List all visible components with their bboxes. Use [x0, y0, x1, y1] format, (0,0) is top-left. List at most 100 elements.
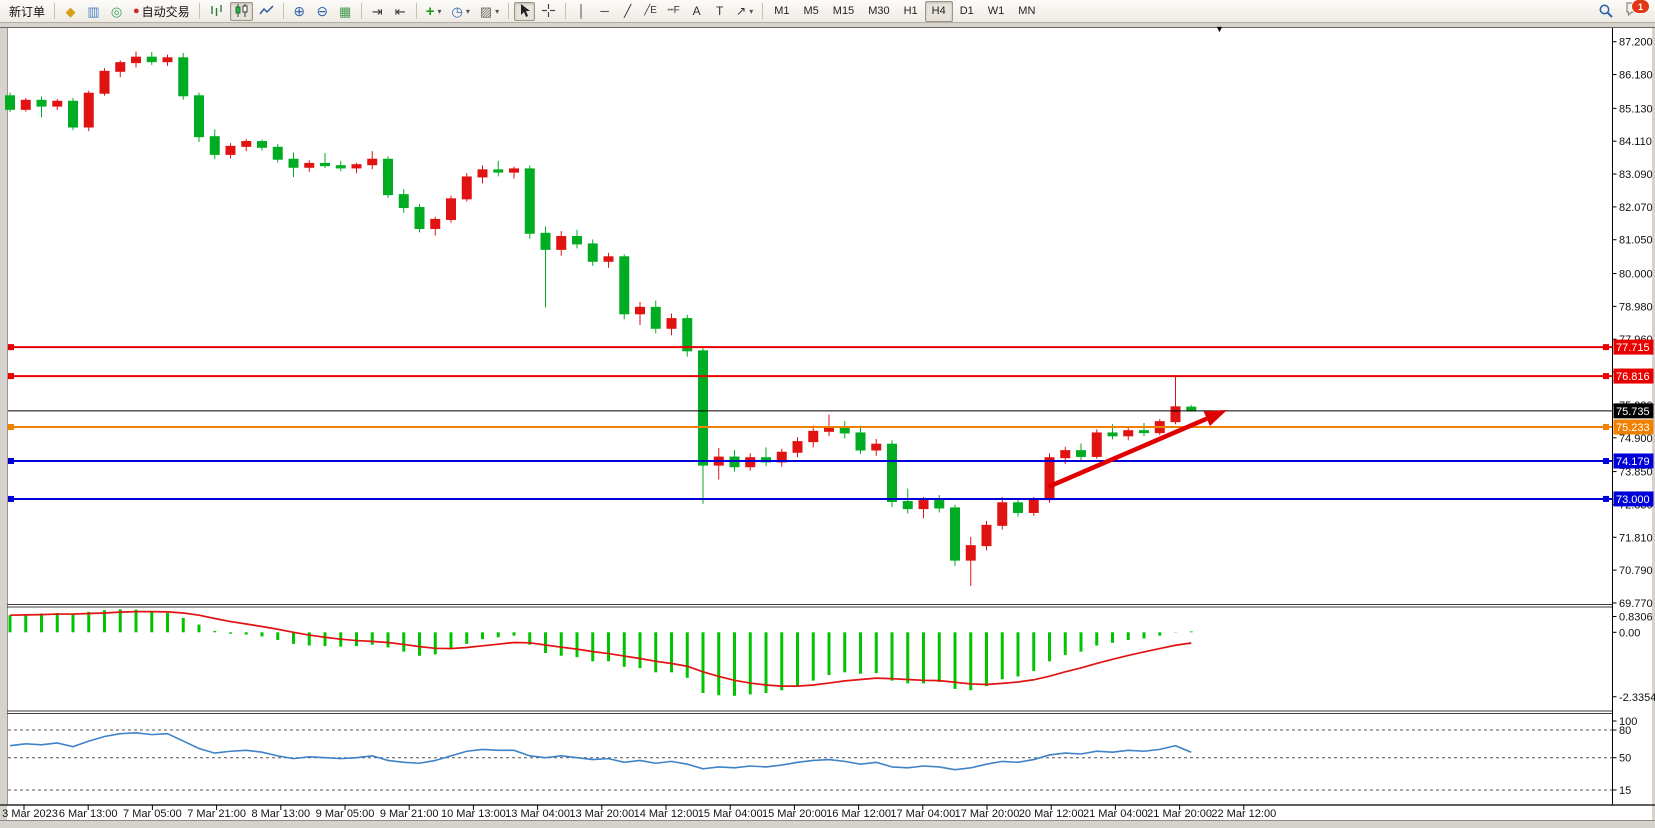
svg-text:22 Mar 12:00: 22 Mar 12:00 [1211, 808, 1276, 820]
crosshair-icon [541, 3, 556, 20]
horizontal-price-lines [8, 344, 1612, 502]
arrows-icon: ↗ [736, 4, 747, 18]
text-button[interactable]: A [686, 2, 707, 21]
svg-text:80.000: 80.000 [1619, 269, 1653, 281]
tile-windows-button[interactable]: ▦ [335, 2, 356, 21]
rsi-line [9, 731, 1192, 771]
svg-text:81.050: 81.050 [1619, 235, 1653, 247]
svg-text:50: 50 [1619, 753, 1631, 765]
svg-text:76.940: 76.940 [1619, 367, 1653, 379]
svg-text:21 Mar 20:00: 21 Mar 20:00 [1147, 808, 1212, 820]
autotrading-icon: ● [133, 4, 140, 17]
svg-text:-2.3354: -2.3354 [1619, 692, 1655, 704]
cursor-button[interactable] [514, 1, 536, 21]
trend-arrow-head [1203, 410, 1227, 427]
svg-text:69.770: 69.770 [1619, 598, 1653, 610]
timeframe-d1-button[interactable]: D1 [959, 5, 974, 17]
auto-scroll-button[interactable]: ⇥ [367, 2, 388, 21]
timeframe-h4-button[interactable]: H4 [924, 0, 953, 22]
zoom-out-button[interactable]: ⊖ [312, 2, 333, 21]
vline-button[interactable]: │ [571, 2, 592, 21]
fibonacci-button[interactable]: ┉F [663, 2, 684, 21]
svg-text:73.000: 73.000 [1616, 494, 1650, 506]
label-icon: T [715, 4, 724, 18]
svg-text:15 Mar 04:00: 15 Mar 04:00 [698, 808, 763, 820]
svg-text:76.816: 76.816 [1616, 371, 1650, 383]
indicators-dropdown-caret[interactable]: ▾ [437, 6, 442, 16]
channel-icon: ╱E [644, 5, 657, 16]
auto-scroll-icon: ⇥ [371, 3, 383, 19]
svg-text:15 Mar 20:00: 15 Mar 20:00 [762, 808, 827, 820]
svg-text:85.130: 85.130 [1619, 103, 1653, 115]
autotrading-button[interactable]: ● 自动交易 [129, 2, 194, 21]
chart-shift-button[interactable]: ⇤ [390, 2, 411, 21]
svg-text:7 Mar 05:00: 7 Mar 05:00 [123, 808, 182, 820]
templates-button[interactable]: ▨ ▾ [476, 2, 503, 21]
rsi-level-lines [8, 729, 1612, 791]
line-chart-button[interactable] [255, 2, 278, 21]
svg-text:72.830: 72.830 [1619, 499, 1653, 511]
toolbar-separator [54, 3, 56, 19]
trendline-icon: ╱ [624, 4, 632, 18]
order-book-button[interactable]: ◆ [60, 2, 81, 21]
vline-icon: │ [577, 4, 586, 18]
macd-indicator [8, 609, 1193, 696]
svg-text:20 Mar 12:00: 20 Mar 12:00 [1019, 808, 1084, 820]
hline-button[interactable]: ─ [594, 2, 615, 21]
svg-text:16 Mar 12:00: 16 Mar 12:00 [826, 808, 891, 820]
toolbar-separator [415, 3, 417, 19]
candles [5, 51, 1197, 586]
timeframe-m5-button[interactable]: M5 [803, 5, 819, 17]
svg-text:17 Mar 04:00: 17 Mar 04:00 [890, 808, 955, 820]
svg-text:70.790: 70.790 [1619, 565, 1653, 577]
market-watch-button[interactable]: ▥ [83, 2, 104, 21]
tile-windows-icon: ▦ [339, 3, 352, 19]
arrows-dropdown-caret[interactable]: ▾ [749, 6, 754, 16]
periods-button[interactable]: ◷ ▾ [447, 2, 473, 21]
time-axis: 3 Mar 2023 6 Mar 13:00 7 Mar 05:00 7 Mar 21… [2, 805, 1276, 820]
zoom-in-icon: ⊕ [293, 3, 306, 19]
label-button[interactable]: T [709, 2, 730, 21]
hline-icon: ─ [600, 4, 609, 18]
timeframe-mn-button[interactable]: MN [1018, 5, 1036, 17]
svg-text:86.180: 86.180 [1619, 70, 1653, 82]
crosshair-button[interactable] [537, 2, 560, 21]
new-order-button[interactable]: 新订单 [5, 2, 49, 21]
timeframe-w1-button[interactable]: W1 [987, 5, 1005, 17]
indicators-button[interactable]: + ▾ [422, 2, 446, 21]
templates-icon: ▨ [479, 3, 493, 19]
toolbar-separator [508, 3, 510, 19]
svg-text:21 Mar 04:00: 21 Mar 04:00 [1083, 808, 1148, 820]
arrows-button[interactable]: ↗ ▾ [732, 2, 757, 21]
chart-shift-marker-icon[interactable]: ▼ [1215, 24, 1224, 34]
svg-text:0.8306: 0.8306 [1619, 612, 1653, 624]
timeframe-h1-button[interactable]: H1 [903, 5, 918, 17]
svg-text:71.810: 71.810 [1619, 532, 1653, 544]
channel-button[interactable]: ╱E [640, 2, 661, 21]
trend-arrow-line [1047, 416, 1208, 490]
navigator-button[interactable]: ◎ [106, 2, 127, 21]
bar-chart-button[interactable] [205, 2, 228, 21]
chart-canvas[interactable]: 87.200 86.180 85.130 84.110 83.090 82.070 81.0… [0, 23, 1655, 828]
fibonacci-icon: ┉F [667, 5, 680, 16]
toolbar-separator [360, 3, 362, 19]
price-badges: 77.715 76.816 75.735 75.233 74.179 73.000 [1613, 339, 1654, 507]
periods-dropdown-caret[interactable]: ▾ [465, 6, 470, 16]
timeframe-m15-button[interactable]: M15 [832, 5, 855, 17]
search-button[interactable] [1594, 2, 1618, 21]
timeframe-m30-button[interactable]: M30 [868, 5, 890, 17]
svg-text:6 Mar 13:00: 6 Mar 13:00 [59, 808, 118, 820]
svg-text:80: 80 [1619, 725, 1631, 737]
zoom-in-button[interactable]: ⊕ [289, 2, 310, 21]
timeframe-m1-button[interactable]: M1 [774, 5, 790, 17]
svg-text:9 Mar 21:00: 9 Mar 21:00 [380, 808, 439, 820]
templates-dropdown-caret[interactable]: ▾ [495, 6, 500, 16]
candle-chart-button[interactable] [229, 1, 253, 21]
trendline-button[interactable]: ╱ [617, 2, 638, 21]
svg-text:15: 15 [1619, 785, 1631, 797]
notifications-button[interactable]: 1 [1625, 0, 1650, 21]
svg-text:9 Mar 05:00: 9 Mar 05:00 [316, 808, 375, 820]
svg-text:78.980: 78.980 [1619, 301, 1653, 313]
svg-text:84.110: 84.110 [1619, 136, 1652, 148]
